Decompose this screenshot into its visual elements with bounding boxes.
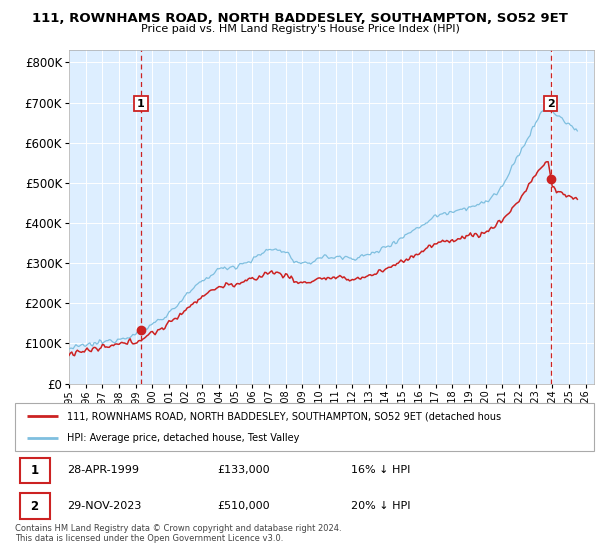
- Text: £133,000: £133,000: [218, 465, 270, 475]
- Text: Price paid vs. HM Land Registry's House Price Index (HPI): Price paid vs. HM Land Registry's House …: [140, 24, 460, 34]
- Text: 20% ↓ HPI: 20% ↓ HPI: [351, 501, 410, 511]
- Text: £510,000: £510,000: [218, 501, 270, 511]
- Text: 2: 2: [31, 500, 39, 512]
- Text: 1: 1: [137, 99, 145, 109]
- Text: 1: 1: [31, 464, 39, 477]
- Text: 111, ROWNHAMS ROAD, NORTH BADDESLEY, SOUTHAMPTON, SO52 9ET (detached hous: 111, ROWNHAMS ROAD, NORTH BADDESLEY, SOU…: [67, 411, 501, 421]
- Text: 29-NOV-2023: 29-NOV-2023: [67, 501, 142, 511]
- FancyBboxPatch shape: [20, 458, 50, 483]
- Text: 2: 2: [547, 99, 555, 109]
- Text: 111, ROWNHAMS ROAD, NORTH BADDESLEY, SOUTHAMPTON, SO52 9ET: 111, ROWNHAMS ROAD, NORTH BADDESLEY, SOU…: [32, 12, 568, 25]
- Text: 16% ↓ HPI: 16% ↓ HPI: [351, 465, 410, 475]
- Text: 28-APR-1999: 28-APR-1999: [67, 465, 139, 475]
- FancyBboxPatch shape: [15, 403, 594, 451]
- Text: HPI: Average price, detached house, Test Valley: HPI: Average price, detached house, Test…: [67, 433, 299, 443]
- Text: Contains HM Land Registry data © Crown copyright and database right 2024.
This d: Contains HM Land Registry data © Crown c…: [15, 524, 341, 543]
- FancyBboxPatch shape: [20, 493, 50, 519]
